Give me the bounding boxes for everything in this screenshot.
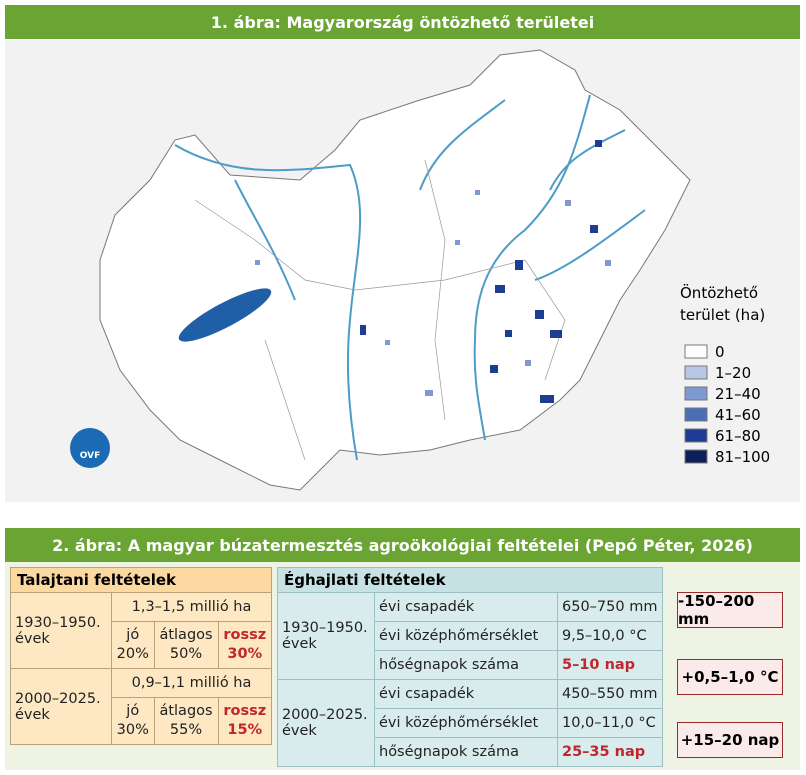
parameter: évi középhőmérséklet [374, 708, 558, 738]
table-header: Talajtani feltételek [10, 567, 272, 593]
legend-label: 21–40 [715, 385, 761, 403]
quality-share: 50% [169, 646, 203, 662]
figure2-panel: Talajtani feltételek 1930–1950. évek 1,3–1… [5, 562, 800, 770]
change-box: +15–20 nap [677, 722, 783, 758]
figure-title: 2. ábra: A magyar búzatermesztés agroöko… [5, 528, 800, 562]
legend: Öntözhető terület (ha) 0 1–20 21–40 41–60 61–8… [680, 283, 770, 466]
quality-share: 30% [116, 722, 149, 738]
legend-label: 81–100 [715, 448, 770, 466]
quality-share: 30% [227, 646, 263, 662]
legend-swatch [684, 428, 708, 443]
legend-title: Öntözhető [680, 283, 758, 302]
parameter: hőségnapok száma [374, 737, 558, 767]
quality-label: jó [126, 703, 140, 720]
value: 9,5–10,0 °C [557, 621, 663, 651]
change-box: -150–200 mm [677, 592, 783, 628]
header-row: Éghajlati feltételek [277, 567, 663, 593]
change-box: +0,5–1,0 °C [677, 659, 783, 695]
logo [70, 428, 110, 468]
quality-label: átlagos [159, 627, 213, 644]
irrigated-areas-light [255, 190, 611, 396]
legend-label: 61–80 [715, 427, 761, 445]
value: 450–550 mm [557, 679, 663, 709]
period-label: 1930–1950. évek [277, 592, 375, 680]
header-row: Talajtani feltételek [10, 567, 272, 593]
legend-label: 1–20 [715, 364, 751, 382]
logo-text: OVF [80, 451, 101, 461]
area-row: 2000–2025. évek 0,9–1,1 millió ha [10, 668, 272, 745]
quality-label: rossz [223, 703, 267, 720]
quality-row: jó 20% átlagos 50% rossz 30% [11, 621, 273, 669]
legend-swatch [684, 365, 708, 380]
quality-share: 15% [227, 722, 263, 738]
quality-share: 55% [169, 722, 203, 738]
country-outline [99, 49, 691, 491]
climate-row: 2000–2025. évek évi csapadék 450–550 mm [277, 679, 663, 767]
quality-row: jó 30% átlagos 55% rossz 15% [11, 697, 273, 745]
area: 1,3–1,5 millió ha [111, 592, 272, 622]
lake-balaton [178, 288, 272, 342]
climate-row: 1930–1950. évek évi csapadék 650–750 mm [277, 592, 663, 680]
map: OVF Öntözhető terület (ha) 0 1–20 21–40 41–60… [70, 49, 770, 491]
quality-share: 20% [116, 646, 149, 662]
legend-label: 41–60 [715, 406, 761, 424]
map-panel: OVF Öntözhető terület (ha) 0 1–20 21–40 41–60… [5, 40, 800, 502]
legend-swatch [684, 449, 708, 464]
legend-swatch [684, 386, 708, 401]
table-header: Éghajlati feltételek [277, 567, 663, 593]
quality-cell: rossz 15% [217, 697, 273, 745]
quality-cell: átlagos 55% [153, 697, 219, 745]
value: 5–10 nap [557, 650, 663, 680]
value: 10,0–11,0 °C [557, 708, 663, 738]
value: 650–750 mm [557, 592, 663, 622]
period-label: 2000–2025. évek [10, 668, 112, 745]
parameter: évi csapadék [374, 679, 558, 709]
area: 0,9–1,1 millió ha [111, 668, 272, 698]
irrigated-areas [360, 140, 602, 403]
climate-table: Éghajlati feltételek 1930–1950. évek évi c… [277, 567, 663, 767]
quality-label: rossz [223, 627, 267, 644]
legend-label: 0 [715, 343, 725, 361]
soil-table: Talajtani feltételek 1930–1950. évek 1,3–1… [10, 567, 273, 745]
parameter: hőségnapok száma [374, 650, 558, 680]
value: 25–35 nap [557, 737, 663, 767]
quality-cell: átlagos 50% [153, 621, 219, 669]
quality-label: átlagos [159, 703, 213, 720]
county-borders [194, 159, 566, 461]
period-label: 1930–1950. évek [10, 592, 112, 669]
period-label: 2000–2025. évek [277, 679, 375, 767]
legend-title: terület (ha) [680, 306, 765, 324]
parameter: évi csapadék [374, 592, 558, 622]
climate-row: hőségnapok száma 25–35 nap [278, 737, 663, 767]
legend-swatch [684, 344, 708, 359]
figure-title: 1. ábra: Magyarország öntözhető területe… [5, 5, 800, 39]
quality-cell: jó 20% [111, 621, 155, 669]
parameter: évi középhőmérséklet [374, 621, 558, 651]
quality-cell: jó 30% [111, 697, 155, 745]
quality-label: jó [126, 627, 140, 644]
legend-swatch [684, 407, 708, 422]
quality-cell: rossz 30% [217, 621, 273, 669]
area-row: 1930–1950. évek 1,3–1,5 millió ha [10, 592, 272, 669]
climate-row: évi középhőmérséklet 9,5–10,0 °C [278, 621, 663, 651]
rivers [174, 94, 646, 461]
